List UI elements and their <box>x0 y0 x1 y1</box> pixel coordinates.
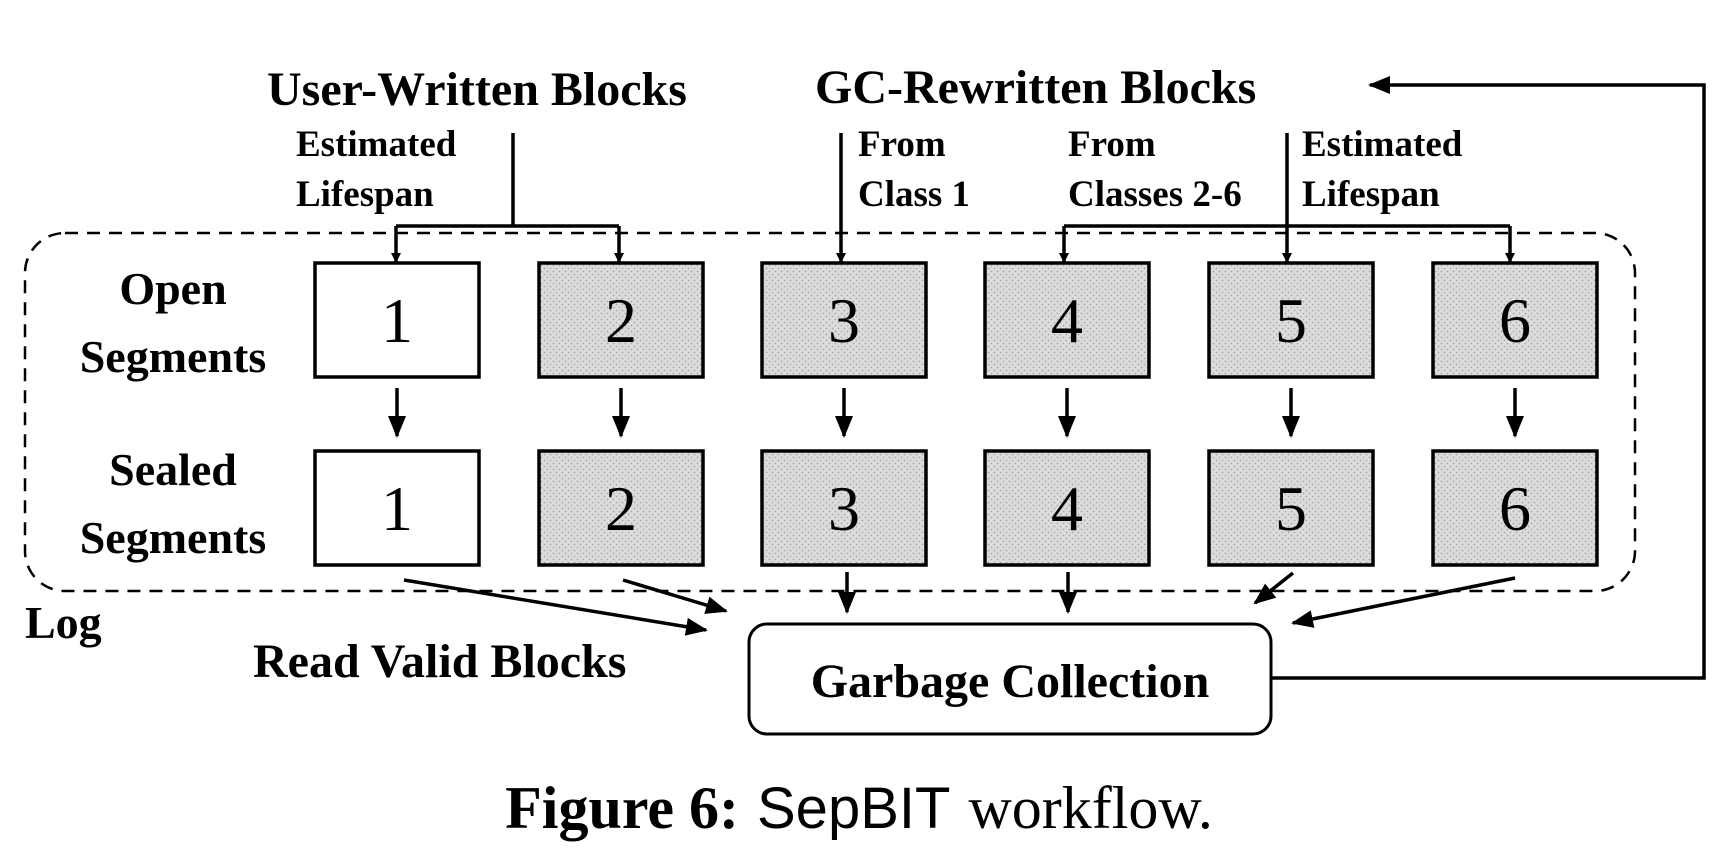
gc-rewritten-blocks-label: GC-Rewritten Blocks <box>815 61 1256 114</box>
arrow-sealed-5-to-gc <box>1253 571 1295 605</box>
sealed-segment-2-label: 2 <box>605 473 637 544</box>
sealed-segment-2-box <box>537 449 705 567</box>
caption-prefix: Figure 6: <box>505 775 739 841</box>
sealed-segment-3-label: 3 <box>828 473 860 544</box>
sealed-segment-5-label: 5 <box>1275 473 1307 544</box>
open-segment-5-box <box>1207 261 1375 379</box>
sealed-segment-3-box <box>760 449 928 567</box>
gc-feedback-loop <box>1271 76 1706 680</box>
caption-suffix: workflow. <box>968 775 1212 841</box>
caption-system: SepBIT <box>757 776 950 841</box>
open-segments-label-line1: Open <box>119 263 226 314</box>
user-estimated-label-line2: Lifespan <box>296 174 434 215</box>
log-label: Log <box>25 597 102 648</box>
from-class1-label-line2: Class 1 <box>858 174 970 215</box>
sealed-segment-6-box <box>1431 449 1599 567</box>
user-written-blocks-label: User-Written Blocks <box>267 63 687 116</box>
open-to-sealed-arrows <box>388 388 1524 438</box>
gc-estimated-label-line2: Lifespan <box>1302 174 1440 215</box>
open-segment-4-box <box>983 261 1151 379</box>
sealed-segment-1-box <box>313 449 481 567</box>
arrow-sealed-1-to-read <box>403 578 708 636</box>
gc-estimated-label-line1: Estimated <box>1302 124 1463 165</box>
sealed-segment-6-label: 6 <box>1499 473 1531 544</box>
open-segment-3-label: 3 <box>828 285 860 356</box>
sealed-segment-1-label: 1 <box>381 473 413 544</box>
user-estimated-label-line1: Estimated <box>296 124 457 165</box>
sealed-segments-label-line2: Segments <box>80 512 267 563</box>
open-segment-1-box <box>313 261 481 379</box>
open-segment-3-box <box>760 261 928 379</box>
arrow-sealed-2-to-gc <box>622 578 728 614</box>
from-classes-label-line2: Classes 2-6 <box>1068 174 1242 215</box>
figure-caption: Figure 6: SepBIT workflow. <box>505 775 1213 841</box>
open-segment-5-label: 5 <box>1275 285 1307 356</box>
open-segment-2-box <box>537 261 705 379</box>
sealed-segment-4-box <box>983 449 1151 567</box>
open-segments-label-line2: Segments <box>80 331 267 382</box>
from-class1-label-line1: From <box>858 124 946 165</box>
open-segment-6-label: 6 <box>1499 285 1531 356</box>
open-segment-6-box <box>1431 261 1599 379</box>
garbage-collection-label: Garbage Collection <box>811 655 1210 708</box>
from-classes-label-line1: From <box>1068 124 1156 165</box>
read-valid-blocks-label: Read Valid Blocks <box>253 635 626 688</box>
open-segment-2-label: 2 <box>605 285 637 356</box>
sealed-segments-label-line1: Sealed <box>109 444 237 495</box>
open-segment-4-label: 4 <box>1051 285 1083 356</box>
sealed-segment-5-box <box>1207 449 1375 567</box>
segments-group: 1 2 3 4 5 6 1 2 3 4 5 6 <box>313 261 1599 567</box>
arrow-sealed-6-to-gc <box>1291 576 1516 628</box>
open-segment-1-label: 1 <box>381 285 413 356</box>
sealed-segment-4-label: 4 <box>1051 473 1083 544</box>
